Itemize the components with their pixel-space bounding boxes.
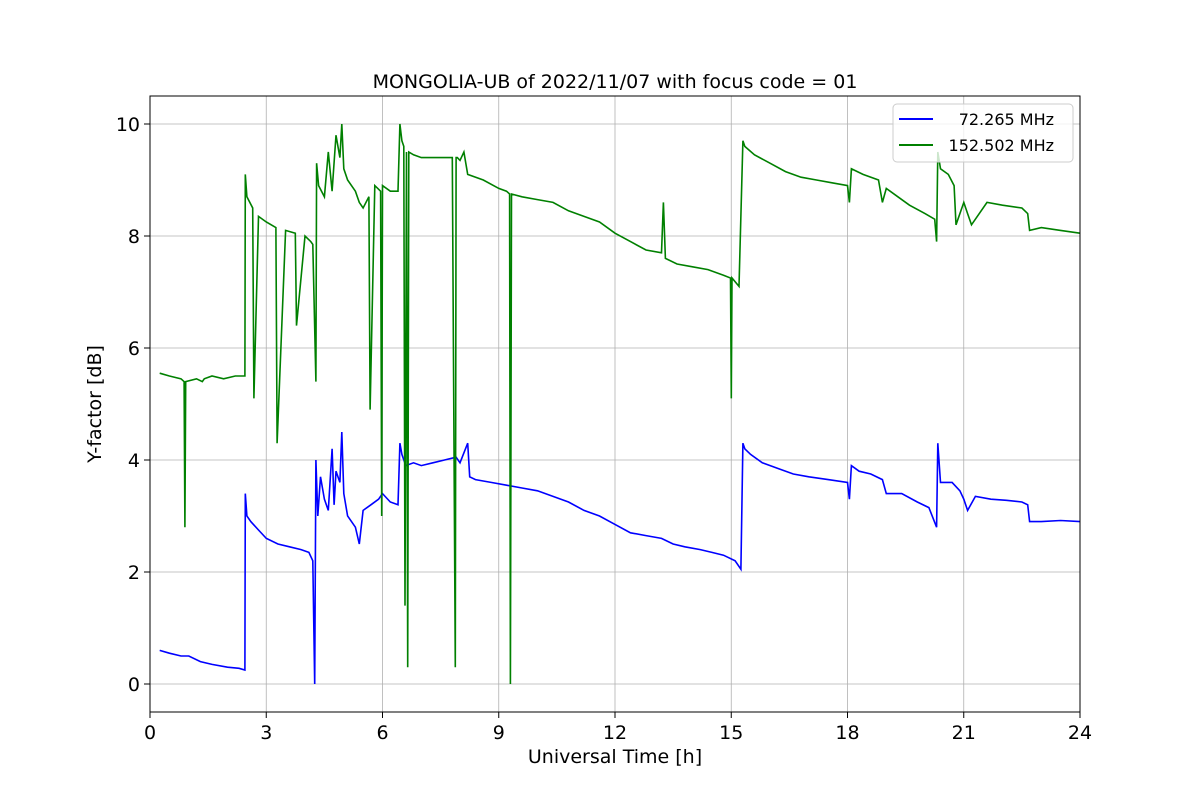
y-tick-label: 8 [128, 226, 140, 248]
y-tick-label: 0 [128, 674, 140, 696]
series-lines [159, 123, 1081, 685]
x-tick-label: 0 [144, 722, 156, 744]
x-tick-label: 18 [835, 722, 859, 744]
y-tick-label: 4 [128, 450, 140, 472]
y-tick-label: 6 [128, 338, 140, 360]
x-tick-label: 15 [719, 722, 743, 744]
x-tick-label: 6 [376, 722, 388, 744]
legend: 72.265 MHz 152.502 MHz [892, 103, 1074, 163]
x-axis-ticks: 0 3 6 9 12 15 18 21 24 [144, 712, 1092, 744]
x-tick-label: 9 [493, 722, 505, 744]
legend-box [892, 103, 1074, 163]
y-tick-label: 10 [116, 114, 140, 136]
x-tick-label: 21 [952, 722, 976, 744]
legend-label-152mhz: 152.502 MHz [949, 136, 1054, 155]
x-tick-label: 24 [1068, 722, 1092, 744]
y-tick-label: 2 [128, 562, 140, 584]
x-tick-label: 12 [603, 722, 627, 744]
y-axis-ticks: 0 2 4 6 8 10 [116, 114, 150, 696]
x-tick-label: 3 [260, 722, 272, 744]
series-line-0 [159, 431, 1081, 685]
x-axis-label: Universal Time [h] [528, 746, 702, 768]
chart-title: MONGOLIA-UB of 2022/11/07 with focus cod… [373, 71, 858, 93]
series-line-1 [159, 123, 1081, 685]
y-axis-label: Y-factor [dB] [84, 345, 106, 464]
legend-label-72mhz: 72.265 MHz [959, 110, 1054, 129]
grid [149, 96, 1081, 712]
